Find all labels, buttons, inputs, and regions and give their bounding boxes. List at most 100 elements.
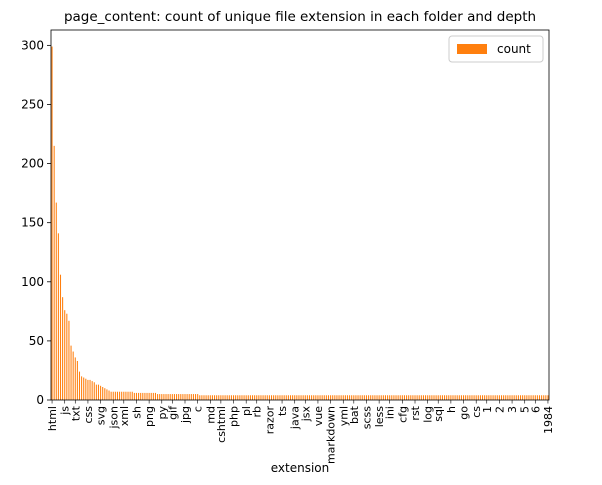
- bar: [380, 395, 382, 400]
- bar: [95, 384, 97, 400]
- bar: [517, 395, 519, 400]
- bar: [416, 395, 418, 400]
- bar: [292, 395, 294, 400]
- bar: [169, 394, 171, 400]
- bar: [513, 395, 515, 400]
- y-tick-label: 300: [21, 38, 44, 52]
- bar: [59, 274, 62, 400]
- bar: [66, 313, 68, 400]
- bar: [304, 395, 306, 400]
- bar: [203, 395, 205, 400]
- bar: [186, 394, 188, 400]
- bar: [264, 395, 266, 400]
- bar: [327, 395, 330, 400]
- bar: [57, 233, 59, 400]
- x-axis-label: extension: [271, 461, 330, 475]
- bar: [435, 395, 437, 400]
- bar: [323, 395, 325, 400]
- bar: [97, 384, 100, 400]
- bar: [150, 392, 152, 400]
- bar: [148, 392, 150, 400]
- bar: [319, 395, 321, 400]
- bar: [456, 395, 458, 400]
- bar: [85, 378, 87, 400]
- bar: [530, 395, 532, 400]
- bar: [475, 395, 477, 400]
- bar: [395, 395, 397, 400]
- legend-box: [448, 35, 544, 63]
- x-tick-label: sh: [131, 406, 144, 419]
- bar: [62, 297, 64, 400]
- bar: [258, 395, 260, 400]
- x-tick-label: 2: [493, 406, 506, 413]
- bar: [340, 395, 342, 400]
- bar: [541, 395, 543, 400]
- bar: [450, 395, 452, 400]
- bar: [471, 395, 473, 400]
- bar: [403, 395, 405, 400]
- bar: [237, 395, 239, 400]
- x-tick-label: gif: [166, 405, 179, 420]
- bar: [211, 395, 213, 400]
- bar: [152, 392, 154, 400]
- bar: [349, 395, 351, 400]
- bar: [157, 394, 159, 400]
- x-tick-label: 1: [481, 406, 494, 413]
- bar: [534, 395, 536, 400]
- bar: [355, 395, 357, 400]
- x-tick-label: java: [289, 406, 302, 430]
- y-tick-label: 250: [21, 97, 44, 111]
- bar: [437, 395, 439, 400]
- x-tick-label: 5: [519, 406, 532, 413]
- bar: [528, 395, 530, 400]
- bar: [83, 377, 85, 400]
- bar: [222, 395, 224, 400]
- bar: [387, 395, 389, 400]
- bar: [308, 395, 311, 400]
- bar: [441, 395, 443, 400]
- bar: [317, 395, 319, 400]
- x-tick-label: ini: [384, 406, 397, 419]
- bar: [70, 345, 72, 400]
- x-tick-label: 1984: [542, 406, 555, 434]
- bar: [294, 395, 296, 400]
- bar: [123, 391, 125, 400]
- bar: [420, 395, 422, 400]
- bar: [414, 395, 416, 400]
- bar: [406, 395, 408, 400]
- bar: [378, 395, 380, 400]
- x-tick-label: md: [204, 406, 217, 424]
- bar: [418, 395, 420, 400]
- x-tick-label: js: [59, 406, 72, 416]
- x-tick-label: log: [422, 406, 435, 423]
- bar: [526, 395, 528, 400]
- bar: [439, 395, 441, 400]
- bar: [161, 394, 163, 400]
- legend: count: [448, 35, 544, 63]
- x-tick-label: sql: [432, 406, 445, 422]
- x-tick-label: markdown: [325, 406, 338, 464]
- bar: [444, 395, 446, 400]
- y-tick-label: 200: [21, 157, 44, 171]
- bar: [184, 394, 186, 400]
- x-tick-label: cs: [470, 406, 483, 418]
- bar: [51, 46, 53, 401]
- bar: [131, 391, 133, 400]
- bar: [370, 395, 372, 400]
- x-tick-label: html: [46, 406, 59, 431]
- bar: [233, 395, 235, 400]
- bar: [106, 389, 108, 400]
- bar: [243, 395, 245, 400]
- bar: [195, 394, 197, 400]
- bar: [412, 395, 414, 400]
- bar: [165, 394, 167, 400]
- bar: [176, 394, 178, 400]
- bar: [216, 395, 218, 400]
- bar: [524, 395, 526, 400]
- x-tick-label: c: [192, 406, 205, 412]
- bar: [469, 395, 471, 400]
- bar: [547, 395, 549, 400]
- x-tick-label: 3: [506, 406, 519, 413]
- bar: [422, 395, 424, 400]
